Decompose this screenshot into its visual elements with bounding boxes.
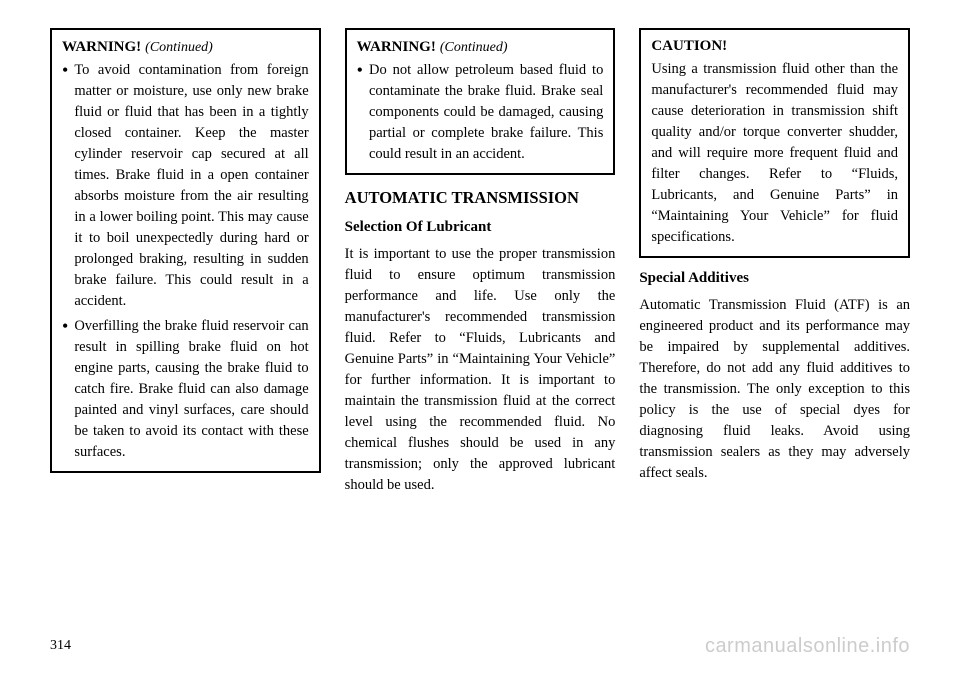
warning-title: WARNING! — [357, 39, 436, 55]
bullet-icon: • — [62, 316, 68, 463]
warning-bullet-2: • Overfilling the brake fluid reservoir … — [62, 316, 309, 463]
column-1: WARNING! (Continued) • To avoid contamin… — [50, 28, 321, 506]
body-text-lubricant: It is important to use the proper transm… — [345, 244, 616, 496]
column-3: CAUTION! Using a transmission fluid othe… — [639, 28, 910, 506]
section-heading-transmission: AUTOMATIC TRANSMISSION — [345, 187, 616, 208]
warning-header: WARNING! (Continued) — [62, 38, 309, 56]
warning-continued: (Continued) — [145, 40, 213, 55]
bullet-icon: • — [62, 60, 68, 312]
caution-title: CAUTION! — [651, 38, 898, 55]
subsection-heading-additives: Special Additives — [639, 270, 910, 287]
warning-bullet-1: • Do not allow petroleum based fluid to … — [357, 60, 604, 165]
caution-text: Using a transmission fluid other than th… — [651, 59, 898, 248]
warning-title: WARNING! — [62, 39, 141, 55]
bullet-text: To avoid contamination from foreign matt… — [74, 60, 308, 312]
manual-page: WARNING! (Continued) • To avoid contamin… — [0, 0, 960, 526]
subsection-heading-lubricant: Selection Of Lubricant — [345, 219, 616, 236]
warning-bullet-1: • To avoid contamination from foreign ma… — [62, 60, 309, 312]
warning-continued: (Continued) — [440, 40, 508, 55]
bullet-text: Overfilling the brake fluid reservoir ca… — [74, 316, 308, 463]
warning-header: WARNING! (Continued) — [357, 38, 604, 56]
warning-box-1: WARNING! (Continued) • To avoid contamin… — [50, 28, 321, 473]
watermark: carmanualsonline.info — [705, 635, 910, 658]
bullet-text: Do not allow petroleum based fluid to co… — [369, 60, 603, 165]
bullet-icon: • — [357, 60, 363, 165]
page-number: 314 — [50, 638, 71, 654]
column-2: WARNING! (Continued) • Do not allow petr… — [345, 28, 616, 506]
warning-box-2: WARNING! (Continued) • Do not allow petr… — [345, 28, 616, 175]
caution-box: CAUTION! Using a transmission fluid othe… — [639, 28, 910, 258]
body-text-additives: Automatic Transmission Fluid (ATF) is an… — [639, 295, 910, 484]
